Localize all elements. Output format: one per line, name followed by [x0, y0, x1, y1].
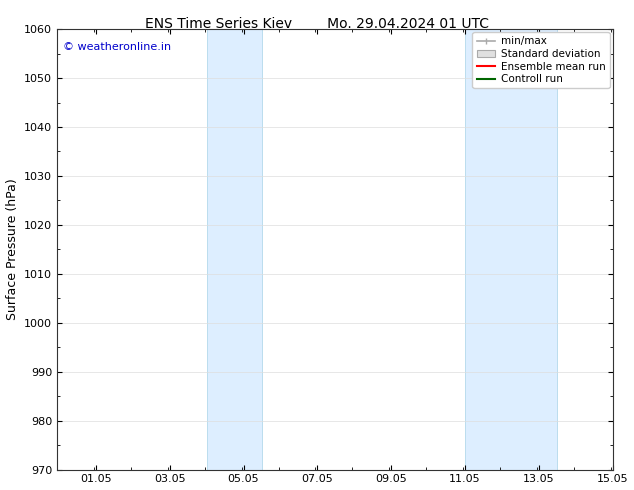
- Y-axis label: Surface Pressure (hPa): Surface Pressure (hPa): [6, 178, 18, 320]
- Legend: min/max, Standard deviation, Ensemble mean run, Controll run: min/max, Standard deviation, Ensemble me…: [472, 32, 609, 88]
- Text: ENS Time Series Kiev        Mo. 29.04.2024 01 UTC: ENS Time Series Kiev Mo. 29.04.2024 01 U…: [145, 17, 489, 31]
- Bar: [207, 29, 262, 469]
- Bar: [465, 29, 557, 469]
- Text: © weatheronline.in: © weatheronline.in: [63, 42, 171, 52]
